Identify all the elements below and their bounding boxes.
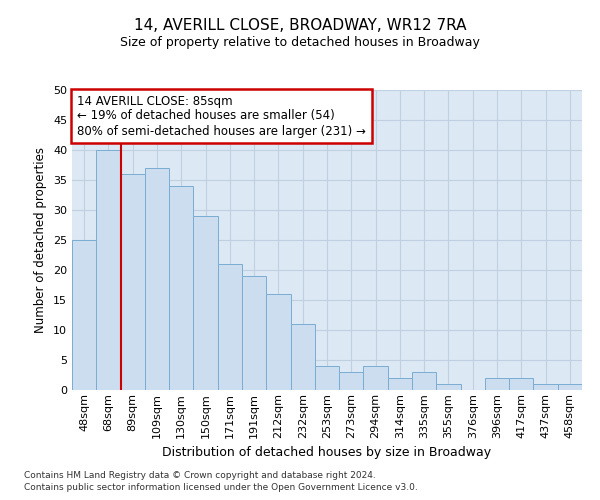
Y-axis label: Number of detached properties: Number of detached properties bbox=[34, 147, 47, 333]
Bar bbox=[72, 240, 96, 390]
Bar bbox=[96, 150, 121, 390]
Bar bbox=[412, 372, 436, 390]
Bar bbox=[533, 384, 558, 390]
Bar bbox=[266, 294, 290, 390]
Text: Contains HM Land Registry data © Crown copyright and database right 2024.: Contains HM Land Registry data © Crown c… bbox=[24, 471, 376, 480]
Bar bbox=[145, 168, 169, 390]
Text: 14 AVERILL CLOSE: 85sqm
← 19% of detached houses are smaller (54)
80% of semi-de: 14 AVERILL CLOSE: 85sqm ← 19% of detache… bbox=[77, 94, 366, 138]
Bar bbox=[485, 378, 509, 390]
X-axis label: Distribution of detached houses by size in Broadway: Distribution of detached houses by size … bbox=[163, 446, 491, 459]
Bar bbox=[315, 366, 339, 390]
Bar bbox=[290, 324, 315, 390]
Bar bbox=[436, 384, 461, 390]
Bar bbox=[121, 174, 145, 390]
Text: 14, AVERILL CLOSE, BROADWAY, WR12 7RA: 14, AVERILL CLOSE, BROADWAY, WR12 7RA bbox=[134, 18, 466, 32]
Bar bbox=[339, 372, 364, 390]
Bar bbox=[242, 276, 266, 390]
Text: Size of property relative to detached houses in Broadway: Size of property relative to detached ho… bbox=[120, 36, 480, 49]
Bar bbox=[193, 216, 218, 390]
Bar bbox=[169, 186, 193, 390]
Bar bbox=[364, 366, 388, 390]
Bar bbox=[558, 384, 582, 390]
Text: Contains public sector information licensed under the Open Government Licence v3: Contains public sector information licen… bbox=[24, 484, 418, 492]
Bar bbox=[218, 264, 242, 390]
Bar bbox=[509, 378, 533, 390]
Bar bbox=[388, 378, 412, 390]
